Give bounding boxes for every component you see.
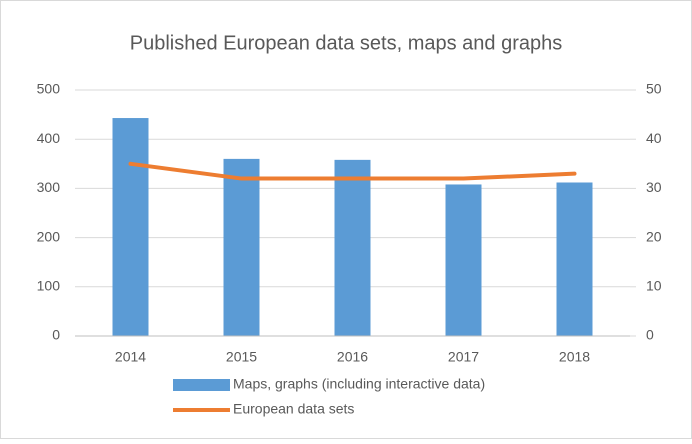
x-tick-label: 2016	[337, 349, 368, 365]
x-tick-label: 2018	[559, 349, 590, 365]
line	[128, 161, 577, 181]
x-tick-label: 2015	[226, 349, 257, 365]
y-tick-label: 500	[37, 81, 61, 97]
legend-label: Maps, graphs (including interactive data…	[233, 376, 485, 392]
bar	[445, 184, 482, 336]
y2-tick-label: 20	[646, 228, 662, 244]
y2-tick-label: 0	[646, 327, 654, 343]
x-tick-label: 2014	[115, 349, 146, 365]
legend-label: European data sets	[233, 401, 354, 417]
y-tick-label: 0	[52, 327, 60, 343]
y2-tick-label: 50	[646, 81, 662, 97]
chart-title: Published European data sets, maps and g…	[130, 32, 563, 54]
y-tick-label: 200	[37, 228, 61, 244]
bar	[556, 182, 593, 336]
y-tick-label: 400	[37, 130, 61, 146]
y2-tick-label: 30	[646, 179, 662, 195]
y2-tick-label: 40	[646, 130, 662, 146]
bar	[112, 118, 149, 336]
y2-tick-label: 10	[646, 278, 662, 294]
legend-swatch	[173, 379, 230, 391]
y-tick-label: 100	[37, 278, 61, 294]
bar	[334, 159, 371, 336]
x-tick-label: 2017	[448, 349, 479, 365]
bar	[223, 158, 260, 336]
y-tick-label: 300	[37, 179, 61, 195]
